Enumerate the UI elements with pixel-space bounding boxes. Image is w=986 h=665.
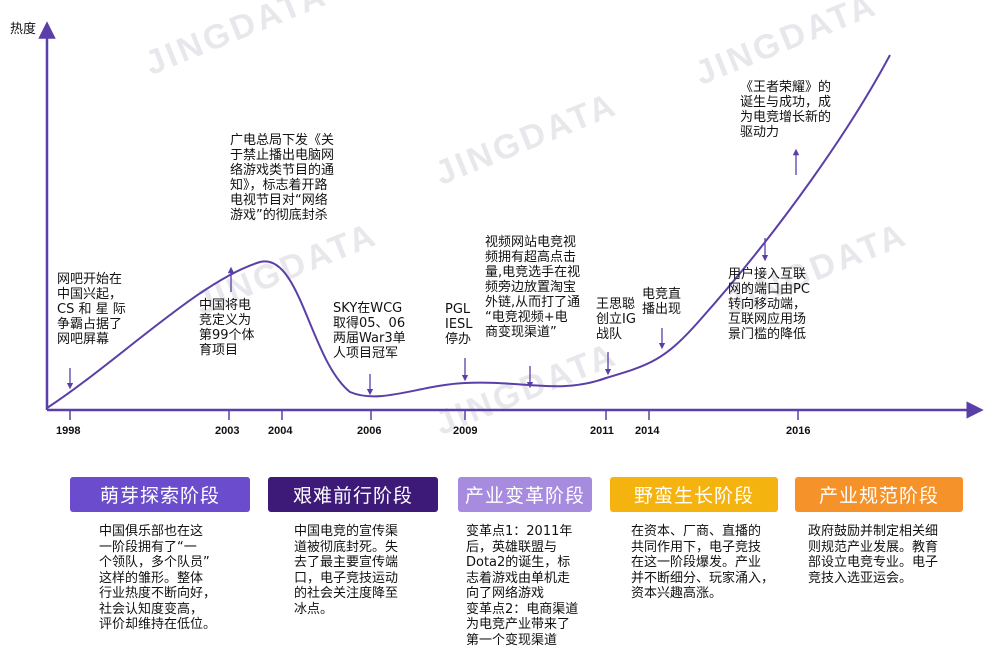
year-label: 2016 xyxy=(786,425,811,437)
annotation-2004: 广电总局下发《关 于禁止播出电脑网 络游戏类节目的通 知》，标志着开路 电视节目… xyxy=(230,133,335,223)
year-ticks xyxy=(69,410,799,420)
year-label: 2014 xyxy=(635,425,660,437)
stage-wild-growth: 野蛮生长阶段 xyxy=(610,477,778,512)
stage-sprout: 萌芽探索阶段 xyxy=(70,477,250,512)
stage-description-struggle: 中国电竞的宣传渠 道被彻底封死。失 去了最主要宣传端 口，电子竞技运动 的社会关… xyxy=(294,524,399,617)
year-label: 1998 xyxy=(56,425,81,437)
heat-curve xyxy=(46,54,891,409)
stage-description-transform: 变革点1：2011年 后，英雄联盟与 Dota2的诞生，标 志着游戏由单机走 向… xyxy=(466,524,579,648)
year-label: 2006 xyxy=(357,425,382,437)
year-label: 2009 xyxy=(453,425,478,437)
year-label: 2004 xyxy=(268,425,293,437)
annotation-2015: 用户接入互联 网的端口由PC 转向移动端， 互联网应用场 景门槛的降低 xyxy=(728,267,810,342)
pointer-arrows xyxy=(66,148,800,396)
annotation-2006: SKY在WCG 取得05、06 两届War3单 人项目冠军 xyxy=(333,301,406,361)
annotation-2011: 王思聪 创立IG 战队 xyxy=(596,297,636,342)
stage-transform: 产业变革阶段 xyxy=(458,477,592,512)
annotation-1998: 网吧开始在 中国兴起， CS 和 星 际 争霸占据了 网吧屏幕 xyxy=(57,272,126,347)
stage-struggle: 艰难前行阶段 xyxy=(268,477,438,512)
annotation-2010: 视频网站电竞视 频拥有超高点击 量,电竞选手在视 频旁边放置淘宝 外链,从而打了… xyxy=(485,235,581,340)
annotation-2016: 《王者荣耀》的 诞生与成功，成 为电竞增长新的 驱动力 xyxy=(740,80,832,140)
stage-description-regulated: 政府鼓励并制定相关细 则规范产业发展。教育 部设立电竞专业。电子 竞技入选亚运会… xyxy=(808,524,939,586)
annotation-2003: 中国将电 竞定义为 第99个体 育项目 xyxy=(199,298,255,358)
year-label: 2011 xyxy=(590,425,614,437)
stage-regulated: 产业规范阶段 xyxy=(795,477,963,512)
annotation-2009: PGL IESL 停办 xyxy=(445,302,473,347)
y-axis-label: 热度 xyxy=(10,22,37,37)
stage-description-wild-growth: 在资本、厂商、直播的 共同作用下，电子竞技 在这一阶段爆发。产业 并不断细分、玩… xyxy=(631,524,775,601)
year-label: 2003 xyxy=(215,425,240,437)
annotation-2014: 电竞直 播出现 xyxy=(642,287,682,317)
stage-description-sprout: 中国俱乐部也在这 一阶段拥有了“一 个领队，多个队员” 这样的雏形。整体 行业热… xyxy=(99,524,217,632)
